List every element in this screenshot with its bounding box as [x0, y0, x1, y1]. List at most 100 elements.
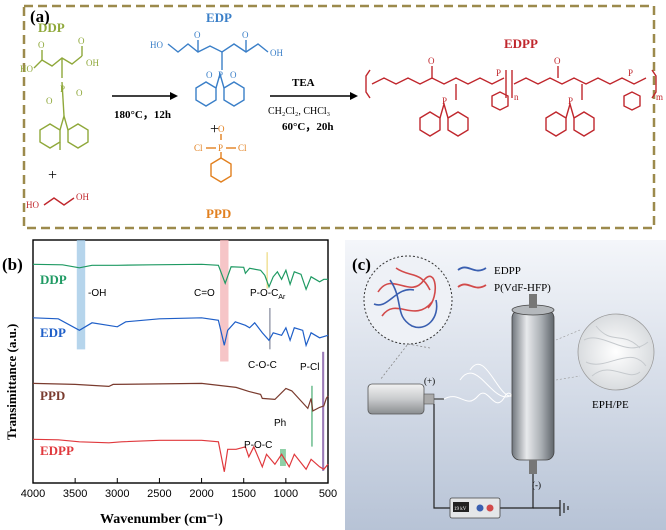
- ftir-curves: [32, 263, 329, 472]
- ppd-name: PPD: [206, 206, 231, 221]
- edpp-p4: P: [628, 68, 633, 78]
- edp-name: EDP: [206, 10, 232, 25]
- panel-c-label: (c): [352, 255, 371, 274]
- positive-terminal: (+): [424, 376, 435, 386]
- ppd-p: P: [218, 143, 223, 153]
- annotation-pcl: P-Cl: [300, 362, 319, 373]
- ddp-oh-left: HO: [20, 64, 33, 74]
- band-oh: [76, 240, 86, 350]
- edpp-p3: P: [496, 68, 501, 78]
- band-poc-ar: [266, 252, 268, 289]
- x-tick-label: 3000: [105, 488, 129, 500]
- x-tick-label: 1000: [274, 488, 298, 500]
- ppd-atoms: Cl P Cl O: [194, 124, 247, 153]
- x-tick-label: 3500: [63, 488, 87, 500]
- step2-condition: 60°C，20h: [282, 121, 333, 133]
- edpp-p2: P: [568, 96, 573, 106]
- chain-zoom-circle: [363, 255, 453, 381]
- y-axis-label: Transimittance (a.u.): [4, 324, 19, 440]
- syringe: (+): [367, 376, 444, 415]
- ddp-oh-right: OH: [86, 58, 99, 68]
- ddp-o-right: O: [78, 36, 85, 46]
- band-pcl: [322, 351, 325, 471]
- annotation-poc: P-O-C: [244, 440, 272, 451]
- edp-o2: O: [242, 30, 249, 40]
- x-tick-label: 2500: [147, 488, 171, 500]
- series-line-ddp: [32, 263, 328, 292]
- edp-atoms: HO O O OH P O O: [150, 30, 283, 80]
- peak-annotations: -OH C=O P-O-CAr C-O-C P-Cl Ph P-O-C: [88, 288, 319, 451]
- plus-left: +: [48, 167, 57, 184]
- plot-frame: [32, 239, 329, 484]
- edp-oh: OH: [270, 48, 283, 58]
- ppd-structure: [206, 134, 236, 183]
- panel-b-label: (b): [2, 255, 23, 274]
- series-label-edp: EDP: [40, 325, 66, 340]
- step1-condition: 180°C，12h: [114, 109, 171, 121]
- edpp-atoms: O O P P P P n m: [428, 56, 663, 106]
- ddp-o-left: O: [38, 40, 45, 50]
- band-coc: [269, 308, 271, 350]
- ddp-o-ring: O: [46, 96, 53, 106]
- annotation-ph: Ph: [274, 418, 286, 429]
- band-ph: [311, 385, 313, 447]
- power-supply: 19 kV: [449, 497, 501, 519]
- ddp-p: P: [60, 84, 65, 94]
- series-label-edpp: EDPP: [40, 443, 74, 458]
- ddp-name: DDP: [38, 20, 65, 35]
- series-line-edpp: [32, 438, 329, 472]
- annotation-coc: C-O-C: [248, 360, 277, 371]
- band-co: [220, 240, 229, 362]
- legend-pvdf-hfp: P(VdF-HFP): [494, 282, 551, 294]
- ppd-o: O: [218, 124, 225, 134]
- edpp-structure: [365, 66, 657, 137]
- step2-reagent: TEA: [292, 77, 315, 89]
- legend-edpp: EDPP: [494, 265, 521, 277]
- eg-ho: HO: [26, 200, 39, 210]
- series-line-ppd: [32, 382, 329, 412]
- collector-drum: (-): [511, 294, 555, 490]
- edpp-name: EDPP: [504, 36, 538, 51]
- reaction-arrow-1: 180°C，12h: [112, 92, 178, 121]
- panel-a-label: (a): [30, 7, 50, 26]
- voltage-readout: 19 kV: [454, 507, 467, 512]
- x-tick-label: 2000: [189, 488, 213, 500]
- reaction-arrow-2: TEA CH₂Cl₂, CHCl₃ 60°C，20h: [268, 77, 358, 133]
- edpp-p1: P: [442, 96, 447, 106]
- panel-a-border: [22, 4, 656, 230]
- step2-solvent: CH₂Cl₂, CHCl₃: [268, 106, 330, 117]
- edpp-o1: O: [428, 56, 435, 66]
- nanofiber-mesh: EPH/PE: [555, 313, 655, 411]
- edp-ho: HO: [150, 40, 163, 50]
- edpp-n: n: [514, 92, 519, 102]
- edp-o-ring: O: [206, 70, 213, 80]
- edp-o-double: O: [230, 70, 237, 80]
- x-tick-label: 1500: [231, 488, 255, 500]
- ppd-cl-right: Cl: [238, 143, 247, 153]
- panel-c: (c) EDPP P(VdF-HFP) (+): [345, 240, 666, 530]
- eg-oh: OH: [76, 192, 89, 202]
- ethylene-glycol: HO OH: [26, 192, 89, 210]
- legend: EDPP P(VdF-HFP): [457, 265, 551, 294]
- x-tick-label: 500: [319, 488, 337, 500]
- ddp-o-double: O: [76, 88, 83, 98]
- x-axis-label: Wavenumber (cm⁻¹): [100, 512, 223, 527]
- product-label: EPH/PE: [592, 399, 629, 411]
- ppd-cl-left: Cl: [194, 143, 203, 153]
- x-axis-ticks: 4000 3500 3000 2500 2000 1500 1000 500: [21, 478, 337, 500]
- ddp-structure: [33, 46, 89, 150]
- edp-structure: [167, 40, 269, 107]
- circuit-wires: [433, 404, 569, 516]
- edpp-o2: O: [554, 56, 561, 66]
- series-label-ddp: DDP: [40, 272, 67, 287]
- panel-b: (b) 4000 3500 3000 2500 2000 1500 1000 500 DDP …: [2, 239, 337, 527]
- edp-o1: O: [194, 30, 201, 40]
- edpp-m: m: [656, 92, 663, 102]
- ddp-atoms: HO O O OH P O O: [20, 36, 99, 106]
- x-tick-label: 4000: [21, 488, 45, 500]
- annotation-co: C=O: [194, 288, 215, 299]
- negative-terminal: (-): [532, 480, 541, 490]
- edp-p: P: [218, 70, 223, 80]
- series-line-edp: [32, 317, 329, 348]
